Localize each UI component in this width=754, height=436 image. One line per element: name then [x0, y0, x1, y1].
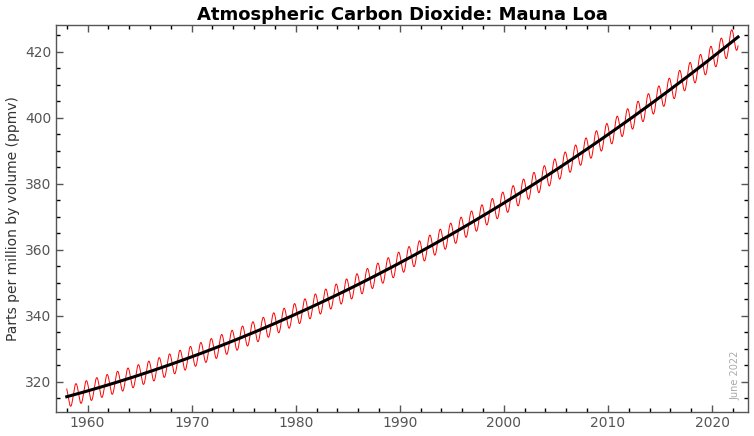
- Text: June 2022: June 2022: [730, 351, 740, 400]
- Title: Atmospheric Carbon Dioxide: Mauna Loa: Atmospheric Carbon Dioxide: Mauna Loa: [197, 6, 608, 24]
- Y-axis label: Parts per million by volume (ppmv): Parts per million by volume (ppmv): [5, 96, 20, 341]
